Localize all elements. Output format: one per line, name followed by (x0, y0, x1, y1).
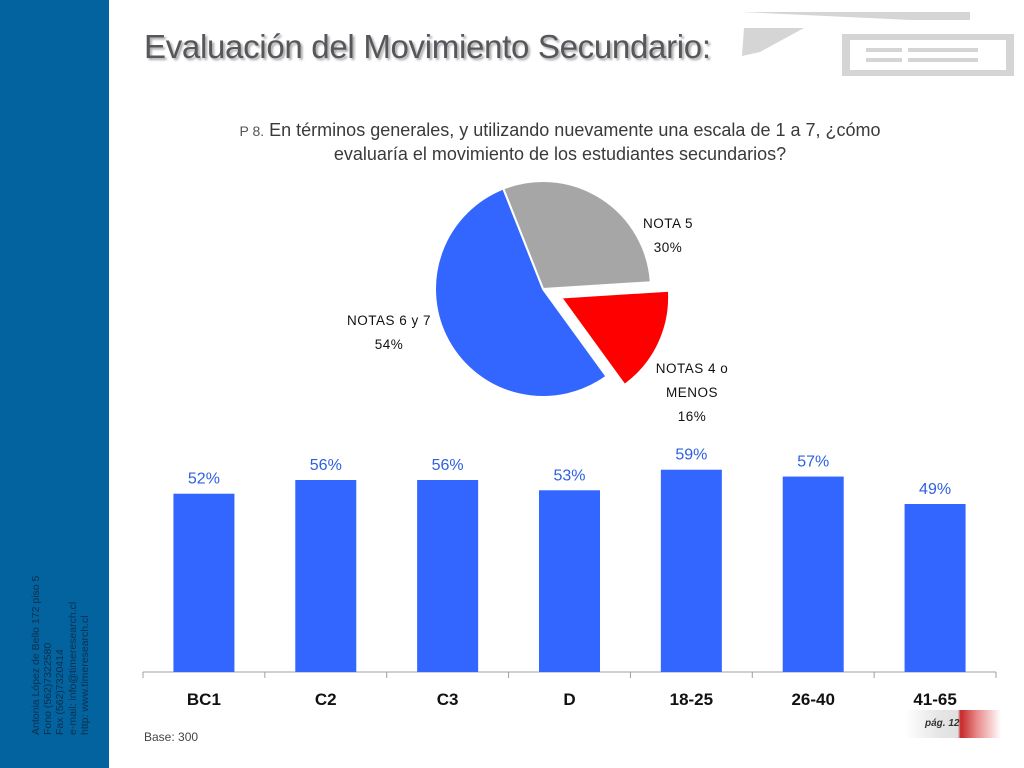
pie-slice-label: NOTAS 6 y 7 (347, 313, 431, 328)
pie-slice (501, 180, 652, 291)
bar (295, 480, 357, 672)
bar-category-label: D (563, 690, 575, 709)
pie-slice-label: MENOS (666, 385, 718, 400)
bar (782, 476, 844, 672)
bar-value-label: 57% (797, 454, 829, 471)
page-tab (905, 710, 1001, 738)
bar-category-label: C2 (315, 690, 337, 709)
bar-category-label: 41-65 (913, 690, 956, 709)
bar-category-label: 26-40 (791, 690, 834, 709)
pie-slice-label: NOTAS 4 o (656, 361, 729, 376)
page-title: Evaluación del Movimiento Secundario: (144, 28, 711, 65)
bar-category-label: BC1 (187, 690, 221, 709)
bar-value-label: 59% (675, 447, 707, 464)
base-note: Base: 300 (144, 730, 199, 744)
bar (539, 490, 600, 672)
question-body: En términos generales, y utilizando nuev… (269, 120, 881, 164)
pie-chart: NOTA 5 30% NOTAS 4 o MENOS 16% NOTAS 6 y 7 54% (347, 180, 729, 424)
bar (173, 493, 235, 672)
bar (660, 469, 722, 672)
bar (904, 504, 966, 672)
bar-value-label: 53% (553, 467, 585, 484)
document-logo-icon (742, 12, 1014, 76)
bar-category-label: 18-25 (670, 690, 713, 709)
page-number: pág. 12 (925, 718, 960, 729)
sidebar (0, 0, 109, 768)
bar-value-label: 56% (432, 457, 464, 474)
bar-value-label: 56% (310, 457, 342, 474)
bar (417, 480, 479, 672)
question-text: P 8. En términos generales, y utilizando… (210, 119, 910, 166)
pie-value-label: 16% (678, 409, 707, 424)
question-number: P 8. (239, 123, 265, 139)
bar-category-label: C3 (437, 690, 459, 709)
pie-value-label: 54% (375, 337, 404, 352)
pie-slice (434, 187, 608, 398)
bar-value-label: 52% (188, 471, 220, 488)
bar-value-label: 49% (919, 481, 951, 498)
pie-slice (559, 289, 671, 387)
pie-value-label: 30% (654, 240, 683, 255)
pie-slice-label: NOTA 5 (643, 216, 693, 231)
